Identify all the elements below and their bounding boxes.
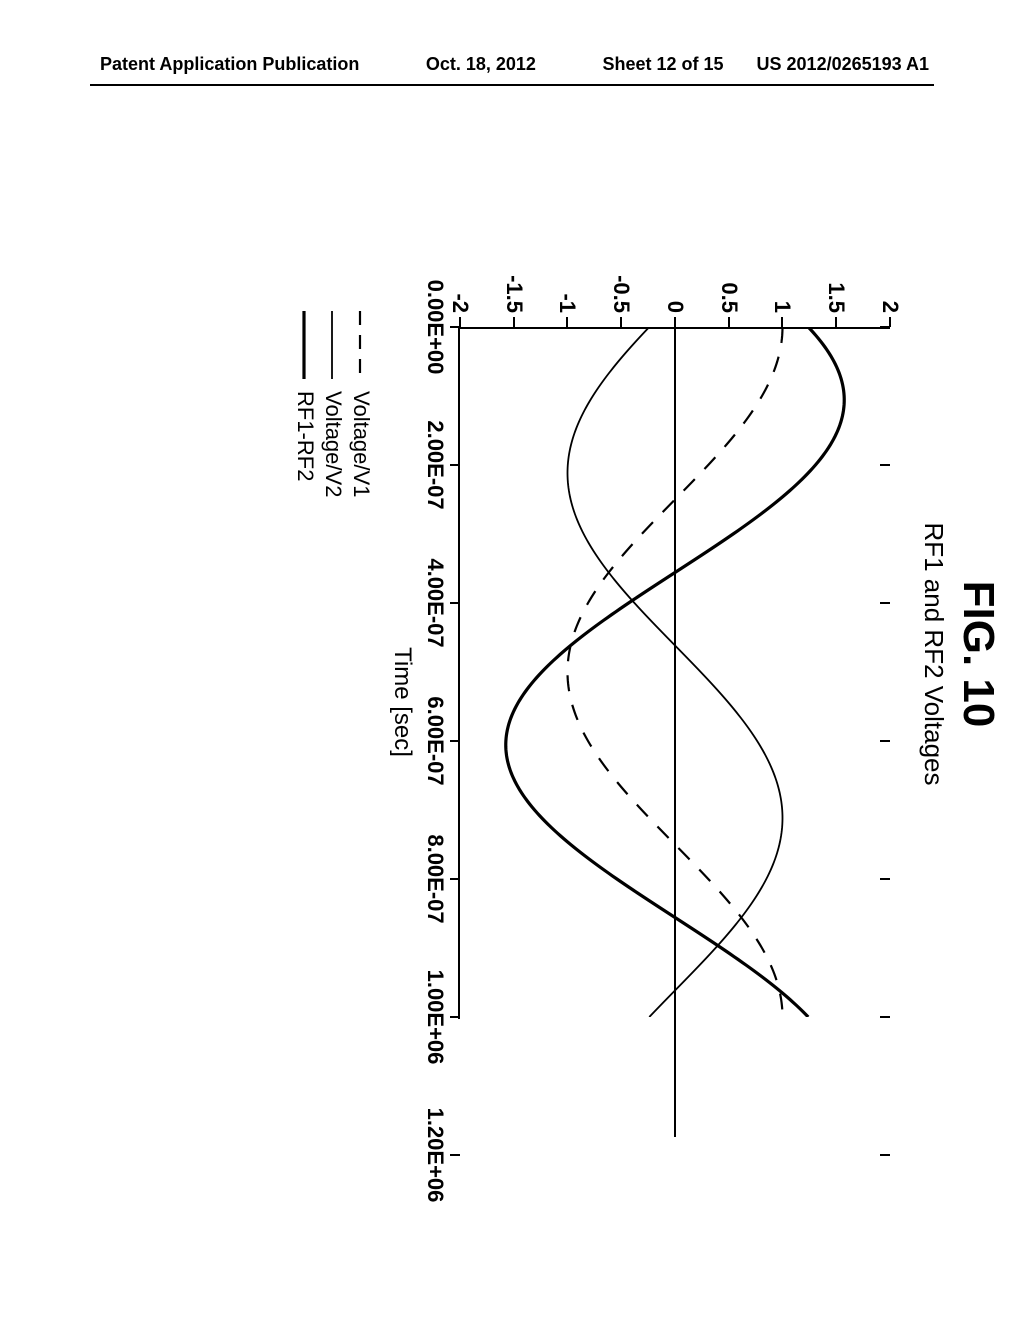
- x-tick-label: 1.00E+06: [422, 970, 448, 1065]
- figure-title: FIG. 10: [953, 259, 1003, 1049]
- x-tick-label: 4.00E-07: [422, 558, 448, 647]
- series-v2: [568, 327, 783, 1017]
- figure-container: FIG. 10 RF1 and RF2 Voltages 21.510.50-0…: [23, 259, 1003, 1049]
- header-pub: US 2012/0265193 A1: [757, 54, 929, 75]
- x-tick-label: 6.00E-07: [422, 696, 448, 785]
- header-date: Oct. 18, 2012: [359, 54, 602, 75]
- legend-item: Voltage/V1: [348, 309, 374, 497]
- chart-area: 21.510.50-0.5-1-1.5-20.00E+002.00E-074.0…: [260, 259, 900, 1197]
- legend-item: RF1-RF2: [292, 309, 318, 497]
- header-left: Patent Application Publication: [0, 54, 359, 75]
- x-tick-label: 0.00E+00: [422, 280, 448, 375]
- chart-svg: [456, 259, 900, 1197]
- legend-item: Voltage/V2: [320, 309, 346, 497]
- figure-subtitle: RF1 and RF2 Voltages: [918, 259, 949, 1049]
- series-v1: [568, 327, 783, 1017]
- x-tick-label: 1.20E+06: [422, 1108, 448, 1203]
- x-tick-label: 2.00E-07: [422, 420, 448, 509]
- legend-label: RF1-RF2: [293, 391, 318, 481]
- legend: Voltage/V1Voltage/V2RF1-RF2: [290, 309, 374, 497]
- legend-label: Voltage/V2: [321, 391, 346, 497]
- legend-label: Voltage/V1: [349, 391, 374, 497]
- header-rule: [90, 84, 934, 86]
- x-axis-label: Time [sec]: [388, 647, 416, 757]
- page-header: Patent Application Publication Oct. 18, …: [0, 54, 1024, 75]
- series-diff: [506, 327, 844, 1017]
- header-sheet: Sheet 12 of 15: [602, 54, 723, 75]
- x-tick-label: 8.00E-07: [422, 834, 448, 923]
